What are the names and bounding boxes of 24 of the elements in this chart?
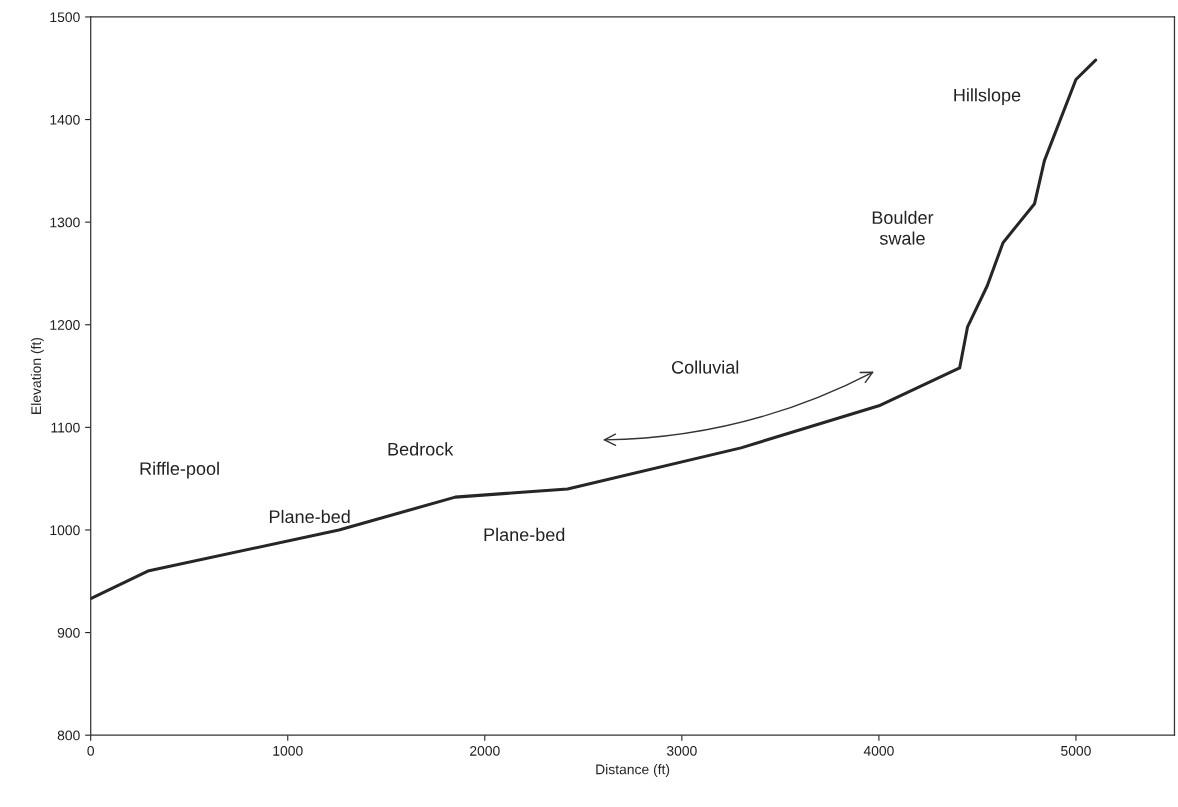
y-tick-label: 800	[57, 730, 80, 741]
x-tick-label: 5000	[1061, 745, 1091, 756]
annotation: Riffle-pool	[140, 461, 219, 479]
x-tick-label: 4000	[863, 745, 894, 756]
annotation: Plane-bed	[269, 509, 350, 524]
y-tick-label: 1000	[50, 525, 80, 536]
y-tick-label: 1200	[50, 320, 80, 330]
x-tick-label: 3000	[666, 745, 697, 756]
annotation: Boulder swale	[872, 210, 934, 245]
y-tick-label: 1300	[50, 217, 80, 228]
x-tick-label: 0	[87, 745, 95, 756]
x-tick-label: 1000	[273, 745, 303, 756]
line-series	[90, 58, 1098, 601]
annotation: Bedrock	[388, 442, 454, 456]
y-tick-label: 1400	[50, 114, 80, 125]
annotation: Hillslope	[954, 88, 1021, 106]
y-tick-label: 1500	[50, 12, 80, 23]
y-tick-label: 900	[57, 627, 80, 638]
annotation: Colluvial	[672, 360, 739, 374]
y-axis-title: Elevation (ft)	[30, 337, 44, 414]
x-tick-label: 2000	[470, 745, 500, 756]
y-tick-label: 1100	[51, 422, 80, 433]
annotation: Plane-bed	[484, 527, 565, 542]
x-axis-title: Distance (ft)	[596, 764, 670, 778]
